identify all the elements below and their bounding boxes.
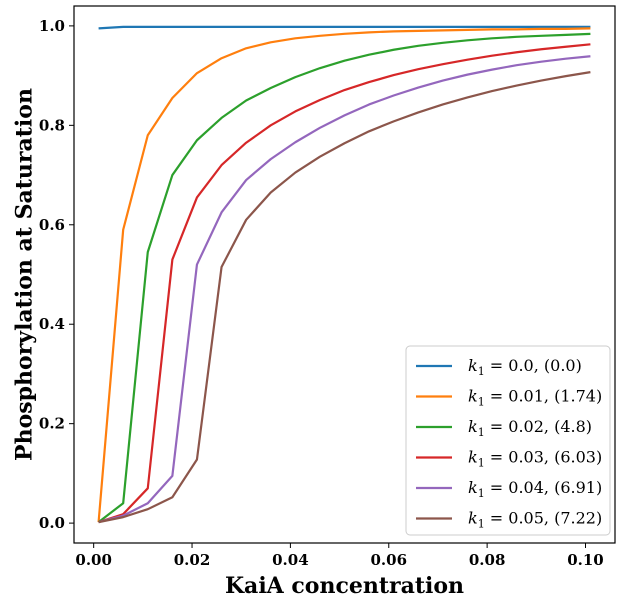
x-tick-label: 0.10: [567, 551, 604, 569]
plot-frame: [73, 5, 616, 544]
series-layer: [97, 25, 591, 524]
legend-label-5: k1 = 0.05, (7.22): [468, 509, 602, 531]
legend-label-0: k1 = 0.0, (0.0): [468, 356, 582, 378]
series-line-1: [97, 27, 591, 523]
series-line-5: [98, 71, 591, 524]
legend-label-2: k1 = 0.02, (4.8): [468, 417, 592, 439]
y-tick-label: 0.4: [39, 315, 65, 333]
y-tick-label: 0.0: [39, 514, 65, 532]
y-tick-label: 1.0: [39, 17, 65, 35]
x-tick-label: 0.06: [370, 551, 407, 569]
series-line-0: [98, 25, 591, 30]
series-line-3: [98, 43, 591, 524]
plot-area-border: [73, 5, 616, 544]
y-tick-label: 0.2: [39, 415, 65, 433]
y-tick-label: 0.6: [39, 216, 65, 234]
x-tick-label: 0.04: [272, 551, 309, 569]
legend: k1 = 0.0, (0.0) k1 = 0.01, (1.74) k1 = 0.0…: [405, 345, 611, 536]
legend-label-3: k1 = 0.03, (6.03): [468, 448, 602, 470]
legend-label-4: k1 = 0.04, (6.91): [468, 478, 602, 500]
series-line-2: [97, 32, 591, 523]
x-axis: 0.00 0.02 0.04 0.06 0.08 0.10: [75, 543, 604, 569]
y-axis-title: Phosphorylation at Saturation: [12, 88, 38, 461]
legend-box: [405, 345, 611, 536]
x-tick-label: 0.00: [75, 551, 112, 569]
y-axis: 0.0 0.2 0.4 0.6 0.8 1.0: [39, 17, 74, 532]
x-axis-title: KaiA concentration: [225, 573, 464, 599]
series-line-4: [98, 55, 591, 524]
x-tick-label: 0.08: [469, 551, 506, 569]
y-tick-label: 0.8: [39, 116, 65, 134]
x-tick-label: 0.02: [174, 551, 211, 569]
legend-label-1: k1 = 0.01, (1.74): [468, 387, 602, 409]
